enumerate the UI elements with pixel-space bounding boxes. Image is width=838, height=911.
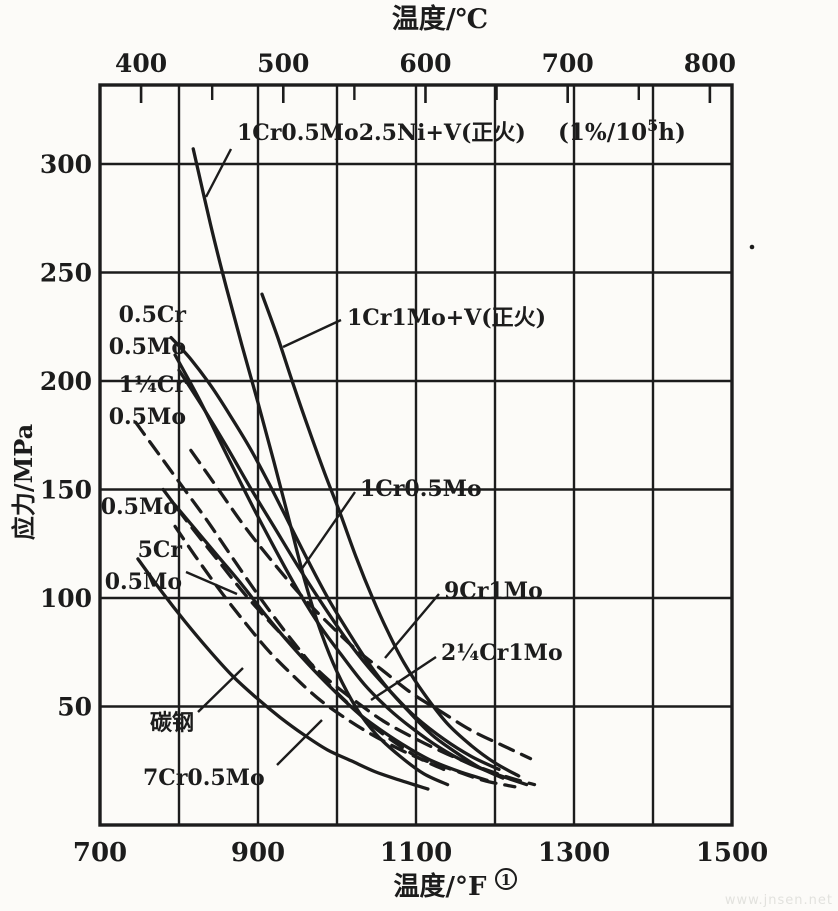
label-114cr05mo: 1¼Cr 0.5Mo <box>109 372 187 430</box>
bottom-tick-label-1100F: 1100 <box>380 838 452 868</box>
bottom-tick-label-700F: 700 <box>73 838 127 868</box>
label-1cr05mo25ni-v-leader <box>204 148 233 198</box>
label-05cr05mo: 0.5Cr 0.5Mo <box>109 302 187 360</box>
y-tick-label-150MPa: 150 <box>40 476 92 505</box>
top-tick-label-700C: 700 <box>542 49 594 78</box>
y-tick-label-100MPa: 100 <box>40 584 92 613</box>
y-tick-label-300MPa: 300 <box>40 150 92 179</box>
label-05mo: 0.5Mo <box>101 494 178 520</box>
creep-criterion-note: (1%/105h) <box>558 116 686 146</box>
label-5cr05mo: 5Cr 0.5Mo <box>105 537 183 595</box>
bottom-axis-title: 温度/°F <box>394 871 487 902</box>
label-1cr05mo-leader <box>300 491 356 571</box>
label-9cr1mo-leader <box>384 593 440 659</box>
label-1cr05mo25ni-v: 1Cr0.5Mo2.5Ni+V(正火) <box>237 120 526 146</box>
curve-5 <box>169 498 489 782</box>
curve-2 <box>260 292 521 778</box>
label-9cr1mo: 9Cr1Mo <box>444 578 543 604</box>
label-1cr1mo-v: 1Cr1Mo+V(正火) <box>347 305 546 331</box>
label-carbon-steel-leader <box>197 667 244 713</box>
curve-4 <box>133 420 446 772</box>
top-axis-title: 温度/℃ <box>392 3 488 35</box>
label-214cr1mo: 2¼Cr1Mo <box>441 640 563 666</box>
curve-3 <box>169 335 505 780</box>
bottom-tick-label-1500F: 1500 <box>696 838 768 868</box>
bottom-axis-footnote-circle <box>495 868 517 890</box>
label-carbon-steel: 碳钢 <box>150 710 194 736</box>
label-1cr05mo: 1Cr0.5Mo <box>360 476 482 502</box>
top-tick-label-800C: 800 <box>684 49 736 78</box>
y-tick-label-50MPa: 50 <box>57 693 92 722</box>
curve-11 <box>173 524 517 789</box>
label-7cr05mo: 7Cr0.5Mo <box>143 765 265 791</box>
bottom-axis-footnote-number: 1 <box>501 871 511 889</box>
curve-1 <box>191 147 450 787</box>
plot-frame <box>98 83 734 827</box>
label-7cr05mo-leader <box>276 719 323 766</box>
curve-7 <box>177 368 501 772</box>
label-5cr05mo-leader <box>185 570 238 596</box>
bottom-tick-label-900F: 900 <box>231 838 285 868</box>
curve-6 <box>161 487 537 787</box>
y-tick-label-250MPa: 250 <box>40 259 92 288</box>
scan-speck <box>749 244 755 250</box>
y-axis-title: 应力/MPa <box>9 424 38 540</box>
top-tick-label-400C: 400 <box>115 49 167 78</box>
label-214cr1mo-leader <box>370 655 437 702</box>
label-1cr1mo-v-leader <box>282 318 342 349</box>
bottom-tick-label-1300F: 1300 <box>538 838 610 868</box>
y-tick-label-200MPa: 200 <box>40 367 92 396</box>
curve-9 <box>173 353 529 787</box>
curve-10 <box>136 557 430 791</box>
top-tick-label-500C: 500 <box>257 49 309 78</box>
top-tick-label-600C: 600 <box>399 49 451 78</box>
watermark: www.jnsen.net <box>724 893 833 908</box>
curve-8 <box>189 448 533 761</box>
